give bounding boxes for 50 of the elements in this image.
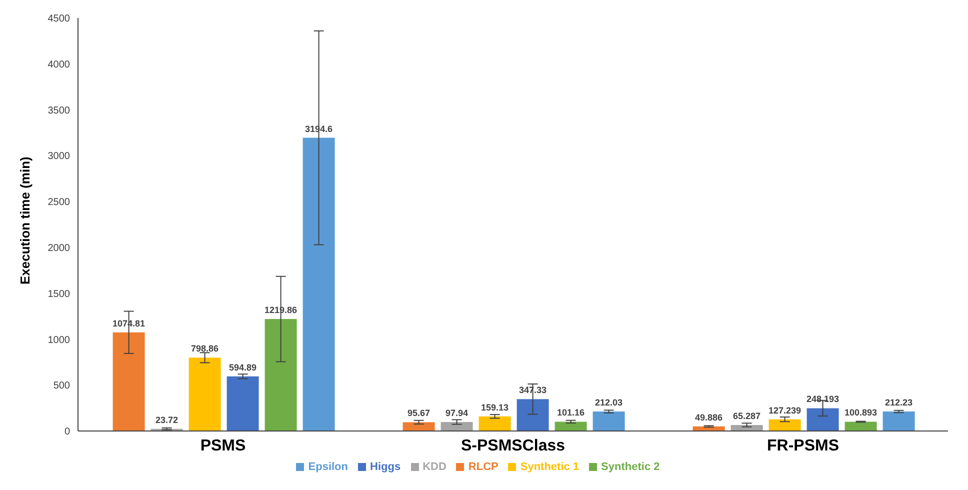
y-tick-label: 3500 <box>48 105 70 116</box>
bar <box>402 422 435 431</box>
x-tick-label: PSMS <box>200 437 246 454</box>
y-tick-label: 2000 <box>48 242 70 254</box>
data-label: 95.67 <box>408 408 430 418</box>
bar <box>478 416 511 431</box>
legend-label: Synthetic 1 <box>520 461 580 473</box>
bar <box>440 422 473 431</box>
y-tick-label: 4500 <box>48 14 70 25</box>
y-tick-label: 1000 <box>48 334 70 346</box>
data-label: 127.239 <box>768 405 802 416</box>
y-axis-title: Execution time (min) <box>18 156 33 284</box>
legend-label: KDD <box>422 461 446 473</box>
bar <box>302 138 335 431</box>
y-tick-label: 500 <box>53 380 70 392</box>
bar <box>112 332 145 431</box>
x-tick-label: S-PSMSClass <box>460 437 566 454</box>
y-tick-label: 4000 <box>48 59 70 70</box>
data-label: 23.72 <box>156 414 178 425</box>
data-label: 212.03 <box>595 398 623 408</box>
bar <box>188 358 221 431</box>
data-label: 101.16 <box>557 408 585 418</box>
legend-label: Epsilon <box>308 461 348 473</box>
bar <box>768 419 801 431</box>
x-tick-label: FR-PSMS <box>767 437 840 454</box>
data-label: 100.893 <box>844 408 878 418</box>
data-label: 159.13 <box>481 402 509 412</box>
y-tick-label: 3000 <box>48 151 70 162</box>
y-tick-label: 0 <box>64 426 70 438</box>
bar <box>730 425 763 431</box>
y-tick-label: 1500 <box>48 288 70 300</box>
bar <box>882 412 915 431</box>
bar <box>592 412 625 431</box>
bar <box>226 376 259 431</box>
bar <box>844 422 877 431</box>
data-label: 65.287 <box>733 411 761 422</box>
data-label: 49.886 <box>695 412 723 422</box>
bar <box>806 408 839 431</box>
data-label: 212.23 <box>885 398 913 408</box>
data-label: 248.193 <box>806 394 840 404</box>
y-tick-label: 2500 <box>48 197 70 208</box>
legend-label: Higgs <box>370 461 401 473</box>
data-label: 798.86 <box>191 344 219 354</box>
bar <box>516 399 549 431</box>
legend-label: RLCP <box>468 461 498 473</box>
data-label: 594.89 <box>229 362 257 372</box>
legend-label: Synthetic 2 <box>601 461 660 473</box>
data-label: 97.94 <box>446 408 468 418</box>
bar <box>554 422 587 431</box>
bar <box>264 319 297 431</box>
